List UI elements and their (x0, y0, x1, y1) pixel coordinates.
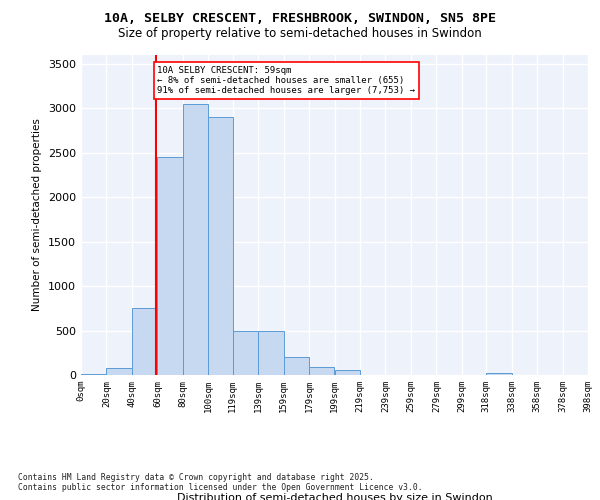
Bar (258, 330, 284, 375)
Bar (486, 373, 512, 375)
Y-axis label: Number of semi-detached properties: Number of semi-detached properties (32, 118, 43, 312)
Bar (208, 117, 233, 375)
Text: Size of property relative to semi-detached houses in Swindon: Size of property relative to semi-detach… (118, 28, 482, 40)
Text: 10A, SELBY CRESCENT, FRESHBROOK, SWINDON, SN5 8PE: 10A, SELBY CRESCENT, FRESHBROOK, SWINDON… (104, 12, 496, 26)
Text: Contains HM Land Registry data © Crown copyright and database right 2025.
Contai: Contains HM Land Registry data © Crown c… (18, 473, 422, 492)
Bar (309, 367, 335, 375)
Text: 10A SELBY CRESCENT: 59sqm
← 8% of semi-detached houses are smaller (655)
91% of : 10A SELBY CRESCENT: 59sqm ← 8% of semi-d… (157, 66, 415, 96)
Bar (233, 330, 258, 375)
Bar (81, 374, 106, 375)
Bar (106, 368, 132, 375)
Bar (335, 370, 360, 375)
Bar (132, 308, 157, 375)
X-axis label: Distribution of semi-detached houses by size in Swindon: Distribution of semi-detached houses by … (176, 492, 493, 500)
Bar (284, 357, 309, 375)
Bar (183, 104, 208, 375)
Bar (157, 157, 183, 375)
